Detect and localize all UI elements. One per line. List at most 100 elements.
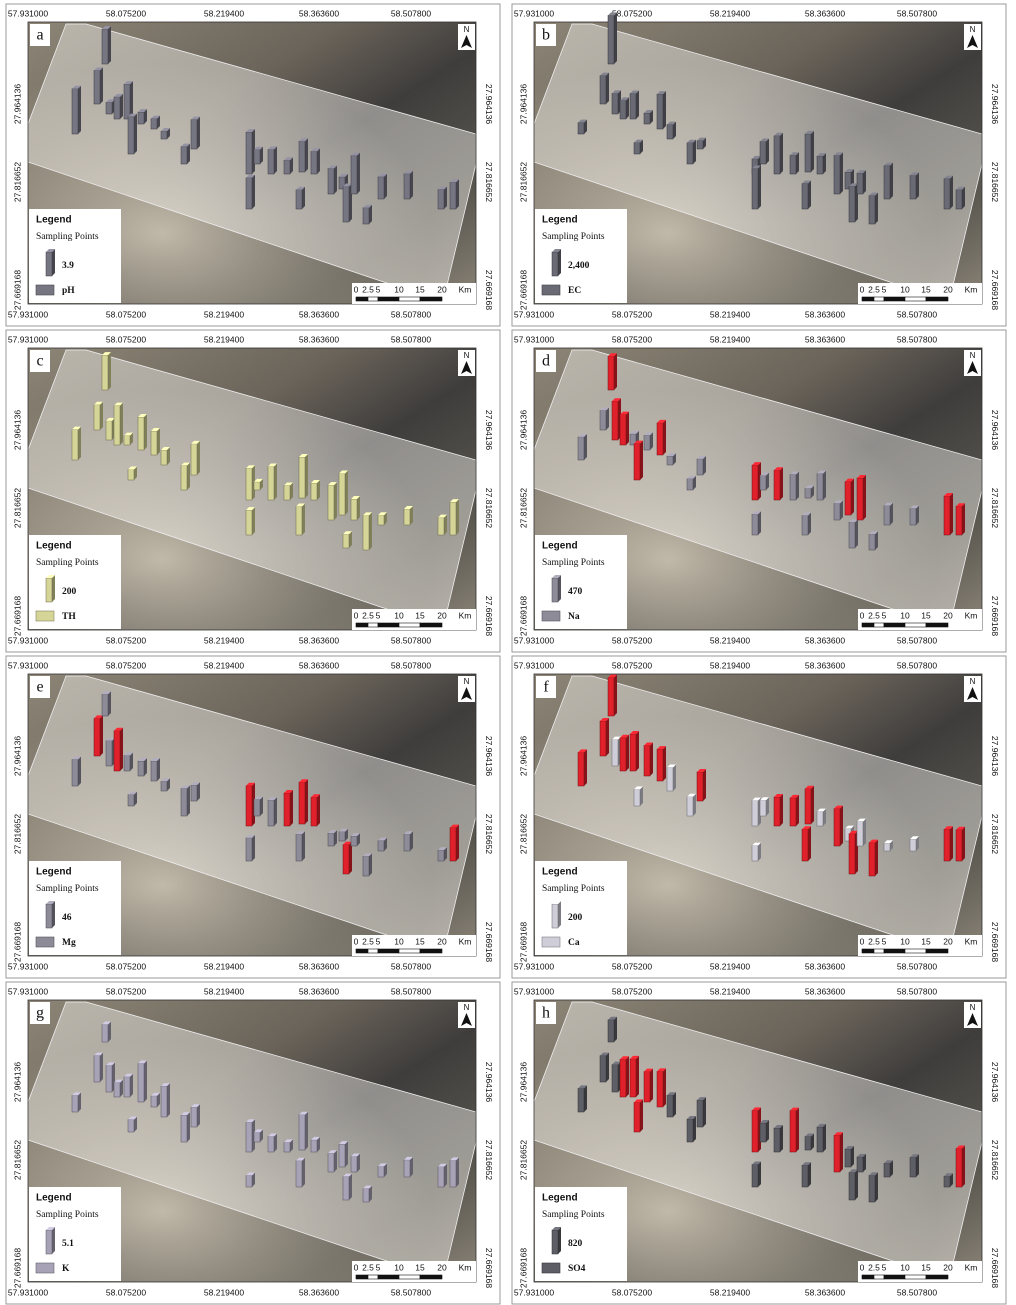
column-front: [343, 186, 349, 222]
x-coordinate-label: 58.507800: [897, 1287, 937, 1297]
column-side: [187, 785, 190, 816]
legend-subtitle: Sampling Points: [36, 884, 99, 894]
legend-title: Legend: [36, 867, 72, 878]
column-front: [246, 838, 252, 861]
scale-label: 2.5: [362, 1262, 374, 1272]
x-coordinate-label: 58.219400: [204, 660, 244, 670]
column-side: [252, 175, 255, 209]
column-front: [114, 731, 120, 771]
column-front: [752, 465, 758, 500]
column-front: [802, 1165, 808, 1187]
scale-label: 15: [921, 284, 931, 294]
scale-label: 2.5: [362, 936, 374, 946]
legend-subtitle: Sampling Points: [542, 232, 605, 242]
column-side: [614, 1017, 617, 1042]
x-coordinate-label: 58.363600: [805, 8, 845, 18]
column-side: [663, 746, 666, 781]
x-coordinate-label: 58.363600: [805, 986, 845, 996]
north-label: N: [464, 351, 470, 360]
column-front: [956, 190, 962, 209]
column-side: [823, 809, 826, 826]
scale-segment: [378, 949, 399, 953]
y-coordinate-label: 27.816652: [12, 1140, 22, 1180]
x-coordinate-label: 58.363600: [805, 660, 845, 670]
x-coordinate-label: 58.075200: [106, 334, 146, 344]
legend-value: 5.1: [62, 1239, 74, 1249]
y-coordinate-label: 27.964136: [990, 410, 1000, 450]
column-side: [187, 463, 190, 490]
column-front: [311, 483, 317, 500]
column-front: [802, 829, 808, 861]
scale-label: Km: [965, 1262, 978, 1272]
column-side: [252, 507, 255, 535]
map-panel: 57.93100057.93100058.07520058.07520058.2…: [6, 330, 500, 652]
scale-label: 0: [354, 284, 359, 294]
column-side: [673, 1092, 676, 1117]
x-coordinate-label: 58.219400: [204, 635, 244, 645]
column-front: [72, 430, 78, 460]
legend-parameter: Ca: [568, 938, 580, 948]
scale-label: 20: [943, 610, 953, 620]
column-side: [863, 170, 866, 194]
column-side: [851, 1146, 854, 1167]
column-front: [849, 834, 855, 874]
x-coordinate-label: 58.075200: [612, 8, 652, 18]
column-front: [72, 760, 78, 786]
column-front: [552, 1230, 558, 1254]
column-front: [956, 1148, 962, 1187]
y-coordinate-label: 27.964136: [12, 1062, 22, 1102]
legend-value: 3.9: [62, 261, 74, 271]
column-side: [614, 12, 617, 64]
column-front: [114, 406, 120, 445]
x-coordinate-label: 58.507800: [391, 1287, 431, 1297]
column-front: [191, 1107, 197, 1127]
column-side: [796, 472, 799, 500]
x-coordinate-label: 58.507800: [391, 309, 431, 319]
scale-label: 2.5: [362, 610, 374, 620]
column-front: [254, 1132, 260, 1142]
column-front: [299, 782, 305, 824]
column-side: [558, 249, 561, 276]
column-front: [138, 112, 144, 124]
column-side: [614, 675, 617, 716]
scale-label: 5: [882, 936, 887, 946]
x-coordinate-label: 58.363600: [805, 309, 845, 319]
column-front: [697, 459, 703, 475]
column-front: [612, 93, 618, 114]
scale-segment: [884, 623, 905, 627]
legend-subtitle: Sampling Points: [36, 558, 99, 568]
x-coordinate-label: 58.363600: [299, 635, 339, 645]
column-front: [612, 740, 618, 766]
panel-letter: a: [36, 27, 43, 44]
column-side: [157, 428, 160, 455]
column-side: [100, 1053, 103, 1082]
column-side: [260, 147, 263, 164]
column-front: [124, 84, 130, 119]
scale-segment: [378, 623, 399, 627]
scale-segment: [884, 1275, 905, 1279]
column-front: [268, 800, 274, 826]
column-side: [317, 148, 320, 174]
column-side: [345, 470, 348, 515]
column-side: [851, 479, 854, 515]
y-coordinate-label: 27.816652: [484, 488, 494, 528]
column-front: [657, 749, 663, 781]
column-side: [840, 500, 843, 520]
legend-subtitle: Sampling Points: [542, 884, 605, 894]
y-coordinate-label: 27.816652: [518, 1140, 528, 1180]
column-side: [334, 482, 337, 520]
column-side: [950, 493, 953, 535]
column-front: [128, 469, 134, 480]
column-side: [673, 765, 676, 791]
column-front: [608, 1020, 614, 1042]
column-front: [404, 509, 410, 525]
column-front: [817, 812, 823, 826]
scale-segment: [905, 1275, 926, 1279]
column-front: [268, 1137, 274, 1152]
north-label: N: [970, 1003, 976, 1012]
column-side: [558, 901, 561, 928]
scale-label: 10: [394, 610, 404, 620]
scale-segment: [926, 297, 948, 301]
column-front: [438, 1167, 444, 1187]
column-front: [351, 836, 357, 846]
